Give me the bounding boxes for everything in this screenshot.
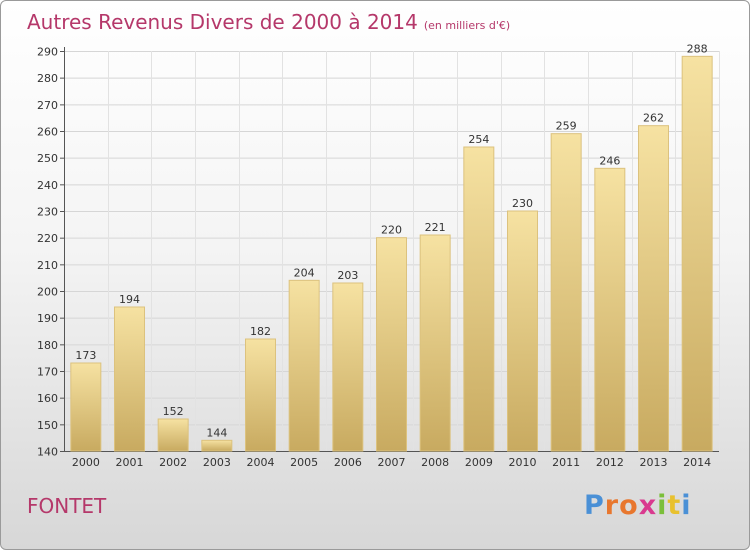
bar: [245, 338, 276, 452]
x-tick-label: 2005: [290, 456, 318, 469]
y-tick-label: 170: [37, 366, 58, 379]
data-label: 220: [381, 224, 402, 237]
logo-letter: r: [604, 490, 620, 521]
bar: [70, 362, 102, 452]
data-label: 230: [512, 197, 533, 210]
bar: [114, 306, 145, 452]
x-tick-label: 2002: [159, 456, 187, 469]
data-label: 254: [468, 133, 489, 146]
data-label: 152: [163, 405, 184, 418]
x-tick-label: 2009: [465, 456, 493, 469]
x-tick-label: 2013: [640, 456, 668, 469]
data-label: 203: [337, 269, 358, 282]
value-labels: 173 194 152 144 182 204 203 220 221 254 230 259 246 2…: [75, 42, 707, 439]
bars: [70, 55, 713, 452]
bar: [288, 279, 320, 452]
logo-letter: P: [584, 490, 605, 521]
y-tick-label: 190: [37, 312, 58, 325]
y-tick-label: 260: [37, 126, 58, 139]
logo-letter: t: [667, 490, 682, 521]
y-tick-label: 240: [37, 179, 58, 192]
commune-name: FONTET: [27, 494, 107, 518]
bar: [681, 55, 713, 452]
data-label: 246: [599, 154, 620, 167]
y-tick-label: 250: [37, 152, 58, 165]
x-tick-label: 2008: [421, 456, 449, 469]
logo-letter: i: [681, 490, 692, 521]
bar: [550, 133, 582, 452]
logo-letter: x: [638, 490, 658, 521]
data-label: 182: [250, 325, 271, 338]
logo-letter: i: [657, 490, 668, 521]
bar: [638, 125, 669, 452]
bar: [332, 282, 364, 452]
x-tick-label: 2004: [247, 456, 275, 469]
axes: 140 150 160 170 180 190 200 210 220 230 240 250 260 2…: [37, 46, 719, 469]
bar: [463, 146, 495, 452]
y-tick-label: 200: [37, 286, 58, 299]
logo-letter: o: [619, 490, 639, 521]
data-label: 262: [643, 112, 664, 125]
data-label: 144: [206, 426, 227, 439]
chart-title: Autres Revenus Divers de 2000 à 2014 (en …: [27, 10, 510, 34]
y-tick-label: 290: [37, 46, 58, 59]
x-tick-label: 2000: [72, 456, 100, 469]
y-tick-label: 140: [37, 446, 58, 459]
y-tick-label: 180: [37, 339, 58, 352]
chart-unit: (en milliers d'€): [423, 19, 511, 32]
bar: [376, 237, 407, 452]
data-label: 288: [687, 42, 708, 55]
data-label: 173: [75, 349, 96, 362]
proxiti-logo: Proxiti: [584, 490, 692, 521]
y-tick-label: 280: [37, 72, 58, 85]
y-tick-label: 230: [37, 206, 58, 219]
bar: [201, 439, 233, 452]
x-tick-label: 2007: [378, 456, 406, 469]
x-tick-label: 2012: [596, 456, 624, 469]
y-tick-label: 160: [37, 392, 58, 405]
bar: [594, 167, 626, 452]
bar: [507, 210, 538, 452]
y-tick-label: 270: [37, 99, 58, 112]
x-tick-label: 2006: [334, 456, 362, 469]
x-tick-label: 2014: [683, 456, 711, 469]
data-label: 259: [556, 120, 577, 133]
x-tick-label: 2011: [552, 456, 580, 469]
y-tick-label: 150: [37, 419, 58, 432]
data-label: 204: [294, 266, 315, 279]
bar: [419, 234, 451, 452]
data-label: 194: [119, 293, 140, 306]
bar: [157, 418, 189, 452]
y-tick-label: 210: [37, 259, 58, 272]
x-tick-label: 2003: [203, 456, 231, 469]
chart-title-text: Autres Revenus Divers de 2000 à 2014: [27, 10, 418, 34]
x-tick-label: 2010: [509, 456, 537, 469]
y-tick-label: 220: [37, 232, 58, 245]
data-label: 221: [425, 221, 446, 234]
x-tick-label: 2001: [116, 456, 144, 469]
